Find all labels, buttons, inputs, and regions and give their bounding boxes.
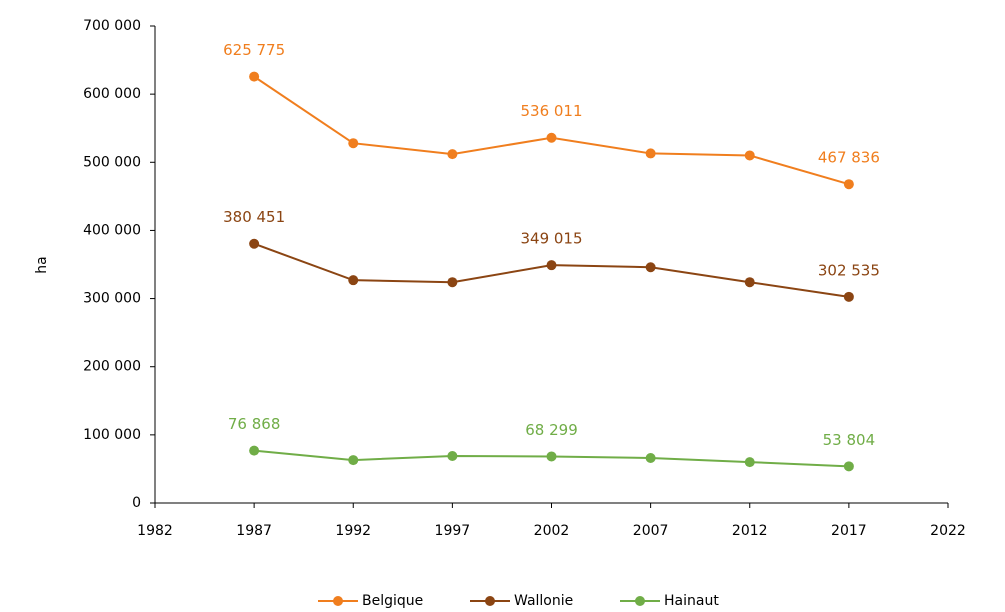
x-tick-label: 1992 bbox=[335, 523, 371, 539]
data-label: 349 015 bbox=[520, 230, 582, 248]
data-point bbox=[645, 262, 656, 273]
data-point bbox=[447, 277, 458, 288]
data-point bbox=[744, 277, 755, 288]
x-tick-label: 1982 bbox=[137, 523, 173, 539]
legend-label: Hainaut bbox=[664, 593, 719, 609]
data-point bbox=[645, 148, 656, 159]
legend-label: Belgique bbox=[362, 593, 423, 609]
x-tick-label: 2007 bbox=[633, 523, 669, 539]
y-axis-label: ha bbox=[34, 256, 50, 273]
x-tick-label: 2022 bbox=[930, 523, 966, 539]
legend-marker bbox=[635, 596, 645, 606]
data-point bbox=[546, 260, 557, 271]
y-tick-label: 0 bbox=[132, 495, 141, 511]
data-label: 625 775 bbox=[223, 41, 285, 59]
data-point bbox=[645, 453, 656, 464]
data-label: 53 804 bbox=[823, 431, 876, 449]
data-point bbox=[744, 150, 755, 161]
data-point bbox=[447, 450, 458, 461]
legend-marker bbox=[333, 596, 343, 606]
data-point bbox=[546, 451, 557, 462]
data-point bbox=[843, 291, 854, 302]
data-point bbox=[249, 445, 260, 456]
x-tick-label: 1987 bbox=[236, 523, 272, 539]
x-tick-label: 2017 bbox=[831, 523, 867, 539]
data-point bbox=[348, 138, 359, 149]
data-point bbox=[348, 275, 359, 286]
y-tick-label: 400 000 bbox=[83, 222, 141, 238]
data-point bbox=[249, 238, 260, 249]
x-tick-label: 1997 bbox=[435, 523, 471, 539]
series-line bbox=[253, 75, 850, 186]
data-point bbox=[744, 457, 755, 468]
series-line bbox=[253, 242, 850, 298]
data-label: 302 535 bbox=[818, 261, 880, 279]
x-tick-label: 2012 bbox=[732, 523, 768, 539]
y-tick-label: 300 000 bbox=[83, 291, 141, 307]
data-point bbox=[348, 455, 359, 466]
data-point bbox=[546, 132, 557, 143]
data-label: 380 451 bbox=[223, 208, 285, 226]
y-tick-label: 500 000 bbox=[83, 154, 141, 170]
data-point bbox=[843, 461, 854, 472]
legend-label: Wallonie bbox=[514, 593, 573, 609]
y-tick-label: 100 000 bbox=[83, 427, 141, 443]
y-tick-label: 200 000 bbox=[83, 359, 141, 375]
data-label: 536 011 bbox=[520, 102, 582, 120]
data-label: 467 836 bbox=[818, 149, 880, 167]
y-tick-label: 600 000 bbox=[83, 86, 141, 102]
data-label: 68 299 bbox=[525, 421, 578, 439]
data-point bbox=[447, 149, 458, 160]
data-point bbox=[843, 179, 854, 190]
data-label: 76 868 bbox=[228, 415, 281, 433]
data-point bbox=[249, 71, 260, 82]
y-tick-label: 700 000 bbox=[83, 18, 141, 34]
legend-marker bbox=[485, 596, 495, 606]
x-tick-label: 2002 bbox=[534, 523, 570, 539]
